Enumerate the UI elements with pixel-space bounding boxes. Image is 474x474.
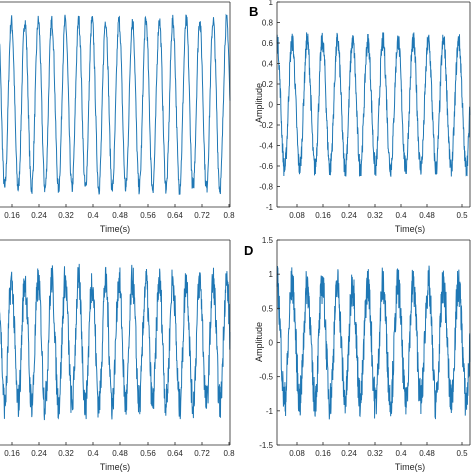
panel-d-x-tick-label: 0.08 (289, 449, 305, 458)
panel-b-y-tick-label: 0 (269, 101, 274, 110)
panel-a-signal-trace (0, 13, 231, 195)
panel-b-y-axis-label: Amplitude (254, 83, 264, 123)
panel-d-y-tick-label: 0 (269, 339, 274, 348)
panel-c-x-tick-label: 0.24 (31, 449, 47, 458)
panel-d-y-tick-label: 1.5 (262, 236, 274, 245)
panel-c: 0.16 0.24 0.32 0.4 0.48 0.56 0.64 0.72 0.8 Time(… (0, 239, 235, 472)
panel-b-x-tick-label: 0.16 (315, 211, 331, 220)
panel-c-signal-trace (0, 263, 231, 421)
panel-c-x-tick-label: 0.56 (140, 449, 156, 458)
panel-b-y-tick-label: 0.4 (262, 60, 274, 69)
panel-b-y-tick-label: 0.6 (262, 39, 274, 48)
panel-b-x-tick-label: 0.4 (395, 211, 407, 220)
panel-c-x-tick-label: 0.48 (112, 449, 128, 458)
panel-b-x-tick-label: 0.48 (419, 211, 435, 220)
panel-a-x-axis-label: Time(s) (100, 224, 130, 234)
panel-d-y-tick-label: 0.5 (262, 304, 274, 313)
panel-b-x-tick-label: 0.08 (289, 211, 305, 220)
panel-c-x-tick-label: 0.8 (223, 449, 235, 458)
panel-b-y-tick-label: 0.2 (262, 80, 274, 89)
panel-b-label: B (249, 4, 258, 19)
panel-a: 0.16 0.24 0.32 0.4 0.48 0.56 0.64 0.72 0.8 Time(… (0, 1, 235, 234)
panel-b-y-tick-label: -0.4 (259, 142, 273, 151)
panel-a-x-tick-label: 0.16 (4, 211, 20, 220)
panel-b-x-tick-label: 0.24 (341, 211, 357, 220)
panel-d-x-tick-label: 0.5 (456, 449, 468, 458)
panel-c-plot-area: 0.16 0.24 0.32 0.4 0.48 0.56 0.64 0.72 0.8 (0, 239, 235, 458)
panel-b-y-tick-label: 0.8 (262, 19, 274, 28)
panel-d-plot-area: 0.08 0.16 0.24 0.32 0.4 0.48 0.5 1.5 1 0.5 0 -0.5 -1… (259, 236, 471, 458)
panel-a-x-tick-label: 0.32 (58, 211, 74, 220)
panel-a-x-tick-label: 0.24 (31, 211, 47, 220)
panel-a-x-tick-label: 0.8 (223, 211, 235, 220)
panel-b-y-tick-label: -0.8 (259, 183, 273, 192)
panel-a-x-tick-label: 0.48 (112, 211, 128, 220)
panel-d-x-tick-label: 0.4 (395, 449, 407, 458)
panel-a-x-tick-label: 0.64 (167, 211, 183, 220)
panel-c-x-tick-label: 0.64 (167, 449, 183, 458)
panel-c-x-tick-label: 0.32 (58, 449, 74, 458)
panel-b-plot-area: 0.08 0.16 0.24 0.32 0.4 0.48 0.5 1 0.8 0.6 0.4 0.2 0… (259, 0, 471, 220)
panel-d-y-tick-label: -0.5 (259, 373, 273, 382)
panel-d-x-tick-label: 0.48 (419, 449, 435, 458)
panel-d-y-tick-label: 1 (269, 270, 274, 279)
panel-c-x-tick-label: 0.16 (4, 449, 20, 458)
panel-d-x-tick-label: 0.32 (367, 449, 383, 458)
panel-a-plot-area: 0.16 0.24 0.32 0.4 0.48 0.56 0.64 0.72 0.8 (0, 1, 235, 220)
panel-c-x-tick-label: 0.72 (194, 449, 210, 458)
panel-a-x-tick-label: 0.56 (140, 211, 156, 220)
panel-b: B 0.08 0.16 0.24 0.32 0.4 0.48 0.510.80.60.40.… (249, 0, 471, 234)
panel-d-label: D (244, 243, 253, 258)
panel-b-x-tick-label: 0.5 (456, 211, 468, 220)
panel-d-y-axis-label: Amplitude (254, 322, 264, 362)
panel-b-y-tick-label: -0.6 (259, 162, 273, 171)
panel-a-x-tick-label: 0.4 (87, 211, 99, 220)
panel-b-y-tick-label: -1 (266, 203, 274, 212)
panel-d-x-tick-label: 0.24 (341, 449, 357, 458)
panel-a-x-tick-label: 0.72 (194, 211, 210, 220)
panel-b-x-axis-label: Time(s) (395, 224, 425, 234)
panel-d-x-tick-label: 0.16 (315, 449, 331, 458)
panel-c-x-tick-label: 0.4 (87, 449, 99, 458)
panel-d-signal-trace (276, 265, 471, 420)
panel-b-y-tick-label: 1 (269, 0, 274, 7)
panel-b-y-tick-label: -0.2 (259, 121, 273, 130)
panel-d-x-axis-label: Time(s) (395, 462, 425, 472)
panel-d-y-tick-label: -1 (266, 407, 274, 416)
panel-d-y-tick-label: -1.5 (259, 441, 273, 450)
panel-d: D 0.08 0.16 0.24 0.32 0.4 0.48 0.5 1.5 1 0.5 0 -0.5… (244, 236, 471, 472)
panel-b-x-tick-label: 0.32 (367, 211, 383, 220)
panel-c-x-axis-label: Time(s) (100, 462, 130, 472)
panel-b-signal-trace (276, 32, 471, 177)
